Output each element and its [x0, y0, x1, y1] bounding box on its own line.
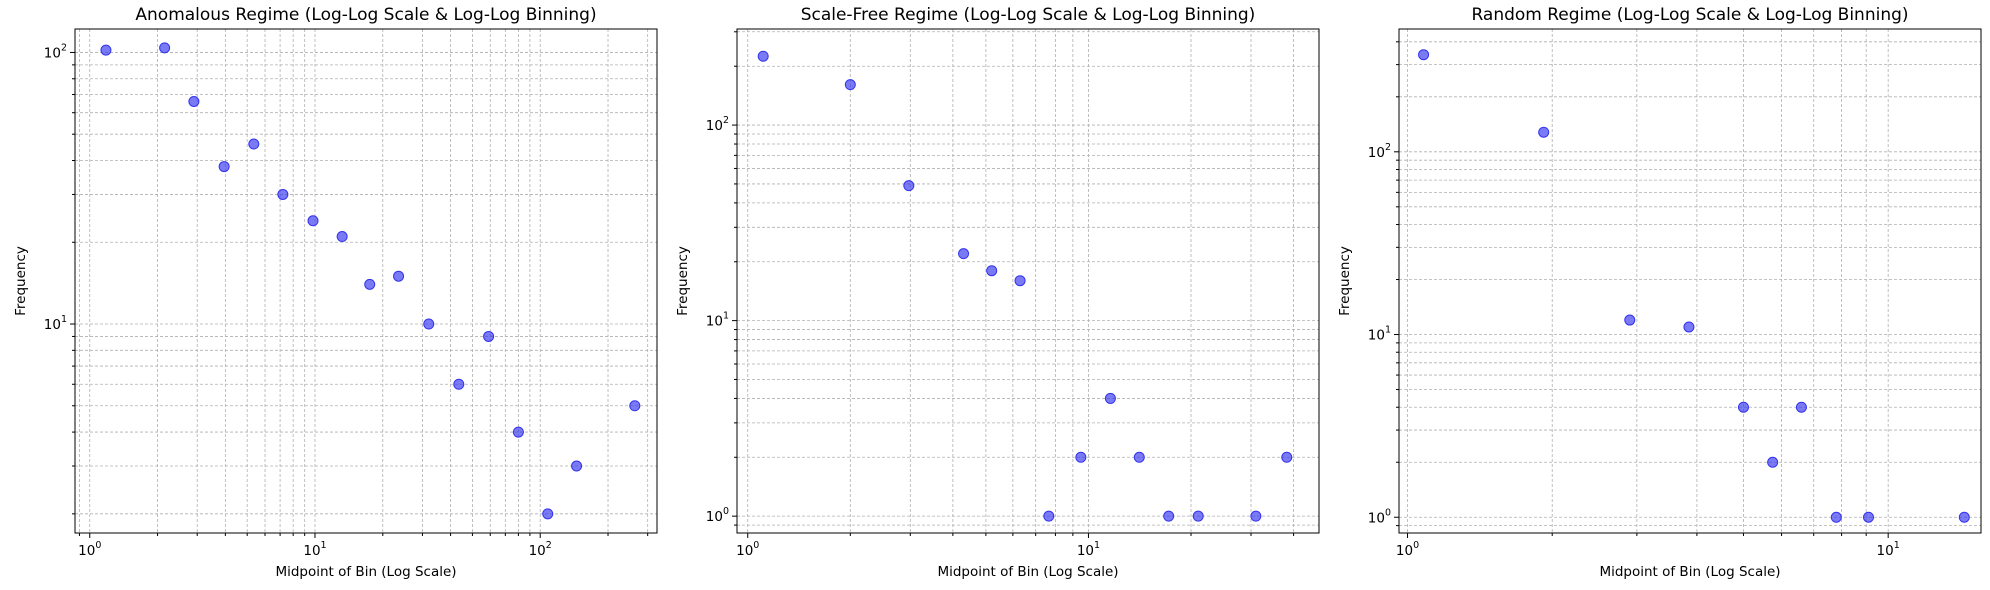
data-point	[571, 460, 583, 472]
chart-title: Scale-Free Regime (Log-Log Scale & Log-L…	[801, 5, 1256, 25]
data-point	[986, 265, 998, 277]
data-point	[453, 378, 465, 390]
gridlines	[75, 29, 657, 533]
gridlines	[1399, 29, 1981, 533]
data-points	[757, 50, 1293, 522]
data-point	[1737, 401, 1749, 413]
data-point	[1192, 510, 1204, 522]
x-axis-label: Midpoint of Bin (Log Scale)	[275, 564, 456, 580]
y-tick-label: 100	[706, 506, 729, 525]
x-tick-label: 101	[303, 540, 326, 559]
data-point	[1075, 451, 1087, 463]
x-axis-label: Midpoint of Bin (Log Scale)	[1599, 564, 1780, 580]
data-point	[1418, 49, 1430, 61]
y-axis-label: Frequency	[1337, 246, 1353, 316]
y-tick-label: 102	[706, 115, 729, 134]
data-point	[307, 215, 319, 227]
data-point	[1163, 510, 1175, 522]
data-point	[1250, 510, 1262, 522]
chart-panel-2: 100 101 100 101 102 Scale-Free Regime (Log-Lo…	[675, 5, 1320, 580]
data-points	[1418, 49, 1970, 523]
data-point	[159, 42, 171, 54]
y-axis-label: Frequency	[675, 246, 691, 316]
axes-frame	[736, 28, 1320, 534]
data-point	[248, 138, 260, 150]
data-point	[1104, 392, 1116, 404]
data-points	[100, 42, 641, 520]
data-point	[1830, 511, 1842, 523]
data-point	[757, 50, 769, 62]
y-tick-label: 101	[1368, 325, 1391, 344]
chart-panel-3: 100 101 100 101 102 Random Regime (Log-Log Sc…	[1337, 5, 1982, 580]
x-tick-label: 101	[1877, 540, 1900, 559]
axis-ticks: 100 101 100 101 102	[1368, 41, 1900, 559]
data-point	[188, 95, 200, 107]
data-point	[844, 79, 856, 91]
y-tick-label: 102	[44, 42, 67, 61]
axis-ticks: 100 101 102 101 102	[44, 42, 649, 559]
chart-title: Anomalous Regime (Log-Log Scale & Log-Lo…	[135, 5, 596, 25]
data-point	[1014, 275, 1026, 287]
y-tick-label: 102	[1368, 142, 1391, 161]
chart-title: Random Regime (Log-Log Scale & Log-Log B…	[1471, 5, 1908, 25]
data-point	[423, 318, 435, 330]
axes-frame	[1398, 28, 1982, 534]
data-point	[512, 426, 524, 438]
data-point	[1538, 126, 1550, 138]
data-point	[277, 188, 289, 200]
y-axis-label: Frequency	[13, 246, 29, 316]
data-point	[336, 231, 348, 243]
data-point	[958, 248, 970, 260]
gridlines	[737, 29, 1319, 533]
data-point	[1862, 511, 1874, 523]
data-point	[364, 278, 376, 290]
data-point	[1043, 510, 1055, 522]
data-point	[542, 508, 554, 520]
y-tick-label: 101	[706, 311, 729, 330]
data-point	[1624, 314, 1636, 326]
data-point	[1795, 401, 1807, 413]
data-point	[1683, 321, 1695, 333]
data-point	[393, 270, 405, 282]
x-tick-label: 101	[1077, 540, 1100, 559]
x-axis-label: Midpoint of Bin (Log Scale)	[937, 564, 1118, 580]
chart-panel-1: 100 101 102 101 102 Anomalous Regime (Log-Log…	[13, 5, 658, 580]
data-point	[1958, 511, 1970, 523]
data-point	[218, 161, 230, 173]
data-point	[903, 180, 915, 192]
x-tick-label: 100	[78, 540, 101, 559]
y-tick-label: 101	[44, 314, 67, 333]
data-point	[100, 44, 112, 56]
axes-frame	[74, 28, 658, 534]
data-point	[483, 330, 495, 342]
y-tick-label: 100	[1368, 507, 1391, 526]
data-point	[1767, 456, 1779, 468]
data-point	[1133, 451, 1145, 463]
data-point	[1281, 451, 1293, 463]
x-tick-label: 102	[529, 540, 552, 559]
x-tick-label: 100	[736, 540, 759, 559]
axis-ticks: 100 101 100 101 102	[706, 31, 1295, 559]
x-tick-label: 100	[1396, 540, 1419, 559]
data-point	[629, 400, 641, 412]
